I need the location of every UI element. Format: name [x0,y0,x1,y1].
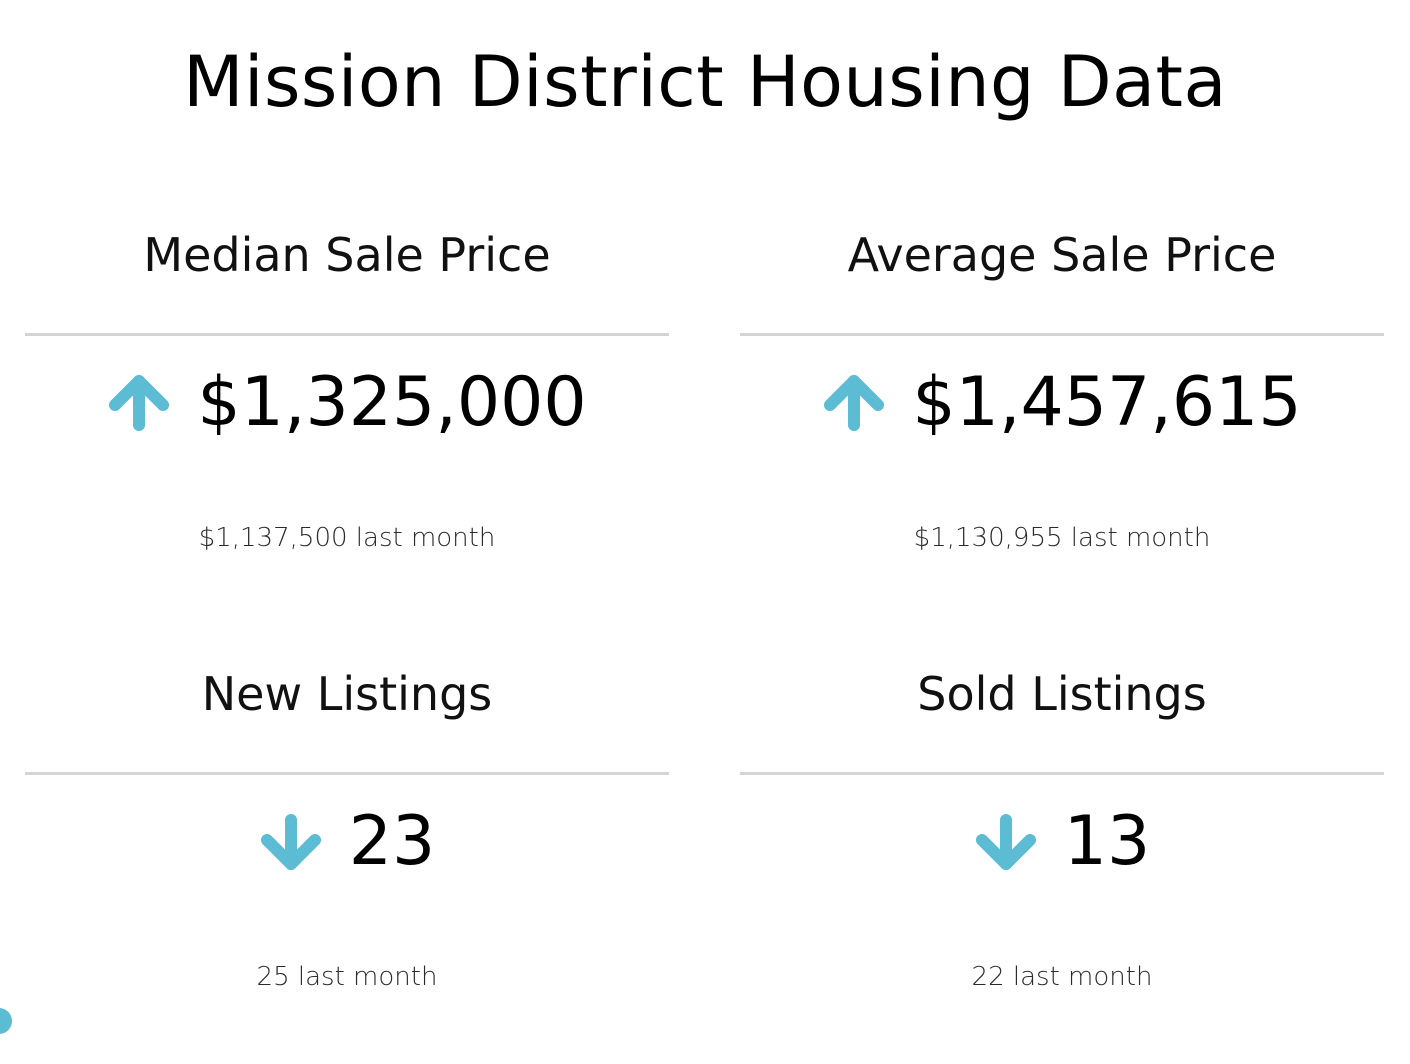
stat-card-sold-listings: Sold Listings 13 22 last month [740,664,1384,1064]
value-row: 13 [740,792,1384,892]
stat-card-average-sale-price: Average Sale Price $1,457,615 $1,130,955… [740,225,1384,625]
value-row: 23 [25,792,669,892]
card-title: Average Sale Price [847,228,1277,282]
arrow-down-icon [259,810,323,874]
card-divider [25,772,669,775]
card-divider [25,333,669,336]
card-previous-value: 25 last month [256,962,438,992]
card-divider [740,772,1384,775]
corner-decoration [0,1008,12,1034]
card-title: Median Sale Price [143,228,551,282]
arrow-up-icon [107,371,171,435]
card-previous-value: $1,137,500 last month [198,523,496,553]
card-value: 13 [1063,802,1151,881]
arrow-up-icon [822,371,886,435]
value-row: $1,325,000 [25,353,669,453]
card-previous-value: 22 last month [971,962,1153,992]
card-value: $1,325,000 [197,363,587,442]
stat-card-median-sale-price: Median Sale Price $1,325,000 $1,137,500 … [25,225,669,625]
arrow-down-icon [974,810,1038,874]
card-value: $1,457,615 [912,363,1302,442]
card-divider [740,333,1384,336]
stat-card-new-listings: New Listings 23 25 last month [25,664,669,1064]
card-title: New Listings [201,667,493,721]
value-row: $1,457,615 [740,353,1384,453]
card-title: Sold Listings [917,667,1207,721]
card-value: 23 [348,802,436,881]
card-previous-value: $1,130,955 last month [913,523,1211,553]
page-title: Mission District Housing Data [183,41,1227,123]
